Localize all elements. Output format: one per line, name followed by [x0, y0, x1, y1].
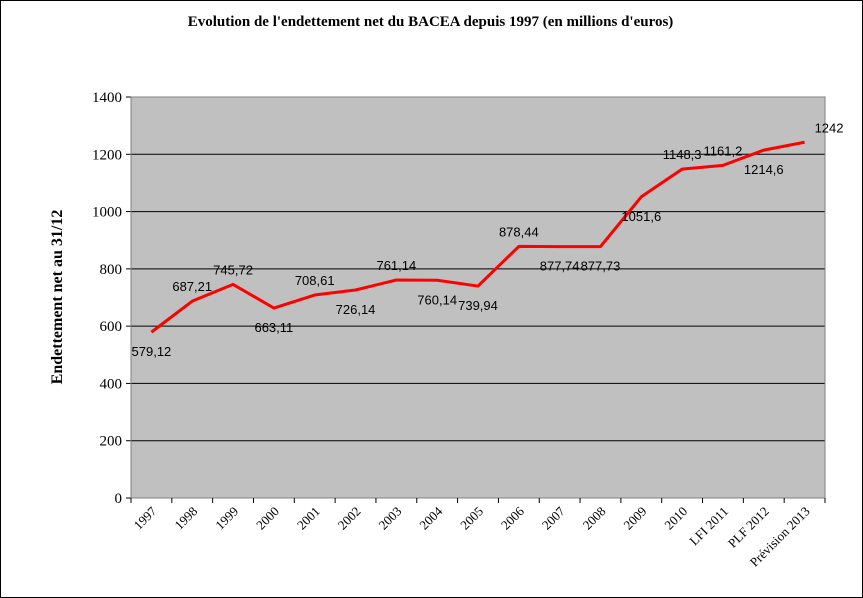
- x-tick-label: 1997: [131, 503, 160, 532]
- x-tick-label: 2008: [580, 504, 609, 533]
- y-tick-label: 400: [100, 376, 123, 392]
- data-label: 579,12: [132, 344, 172, 359]
- data-label: 760,14: [417, 292, 457, 307]
- data-label: 1242: [815, 120, 844, 135]
- series-line: [150, 140, 805, 334]
- data-label: 878,44: [499, 224, 539, 239]
- x-tick-label: 1998: [171, 504, 200, 533]
- y-tick-labels: 0 200 400 600 800 1000 1200 1400: [92, 90, 122, 507]
- x-tick-label: 2003: [375, 504, 404, 533]
- data-label: 877,74: [540, 259, 580, 274]
- chart-title: Evolution de l'endettement net du BACEA …: [187, 14, 674, 30]
- plot-area: [131, 97, 825, 498]
- data-label: 708,61: [295, 273, 335, 288]
- y-tick-label: 1000: [92, 205, 122, 221]
- x-tick-labels: 1997 1998 1999 2000 2001 2002 2003 2004 2005 2006…: [131, 503, 813, 569]
- gridlines: [131, 96, 825, 442]
- data-label: 1148,3: [663, 147, 702, 162]
- data-label: 739,94: [458, 298, 498, 313]
- y-tick-label: 200: [100, 434, 123, 450]
- x-tick-label: 2006: [498, 503, 527, 532]
- y-tick-label: 800: [100, 262, 123, 278]
- y-tick-label: 0: [115, 491, 123, 507]
- data-label: 761,14: [376, 258, 416, 273]
- y-tick-label: 1400: [92, 90, 122, 106]
- plot-border: [130, 96, 826, 499]
- y-tick-label: 600: [100, 319, 123, 335]
- data-label: 663,11: [254, 320, 293, 335]
- x-tick-label: 2002: [335, 504, 364, 533]
- x-tick-label: 2010: [661, 504, 690, 533]
- data-label: 687,21: [172, 279, 212, 294]
- x-tick-label: 2001: [294, 504, 323, 533]
- y-tick-label: 1200: [92, 147, 122, 163]
- x-tick-label: 2009: [620, 504, 649, 533]
- x-tick-label: 2000: [253, 504, 282, 533]
- x-tick-label: 2004: [416, 503, 445, 532]
- data-label: 726,14: [336, 302, 376, 317]
- x-tick-label: 2005: [457, 504, 486, 533]
- data-label: 1161,2: [704, 143, 743, 158]
- data-label: 1051,6: [621, 209, 661, 224]
- data-label: 877,73: [581, 259, 621, 274]
- data-label: 745,72: [213, 262, 253, 277]
- x-tick-label: 1999: [212, 504, 241, 533]
- x-tick-label: 2007: [539, 503, 568, 532]
- axes: [126, 96, 826, 503]
- x-tick-label: LFI 2011: [686, 504, 731, 549]
- data-label: 1214,6: [744, 162, 784, 177]
